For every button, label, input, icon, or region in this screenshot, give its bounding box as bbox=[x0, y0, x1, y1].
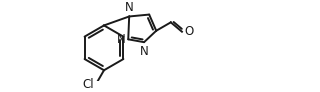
Text: N: N bbox=[140, 45, 149, 58]
Text: N: N bbox=[117, 33, 125, 46]
Text: N: N bbox=[125, 1, 133, 14]
Text: Cl: Cl bbox=[83, 78, 94, 91]
Text: O: O bbox=[184, 25, 193, 38]
